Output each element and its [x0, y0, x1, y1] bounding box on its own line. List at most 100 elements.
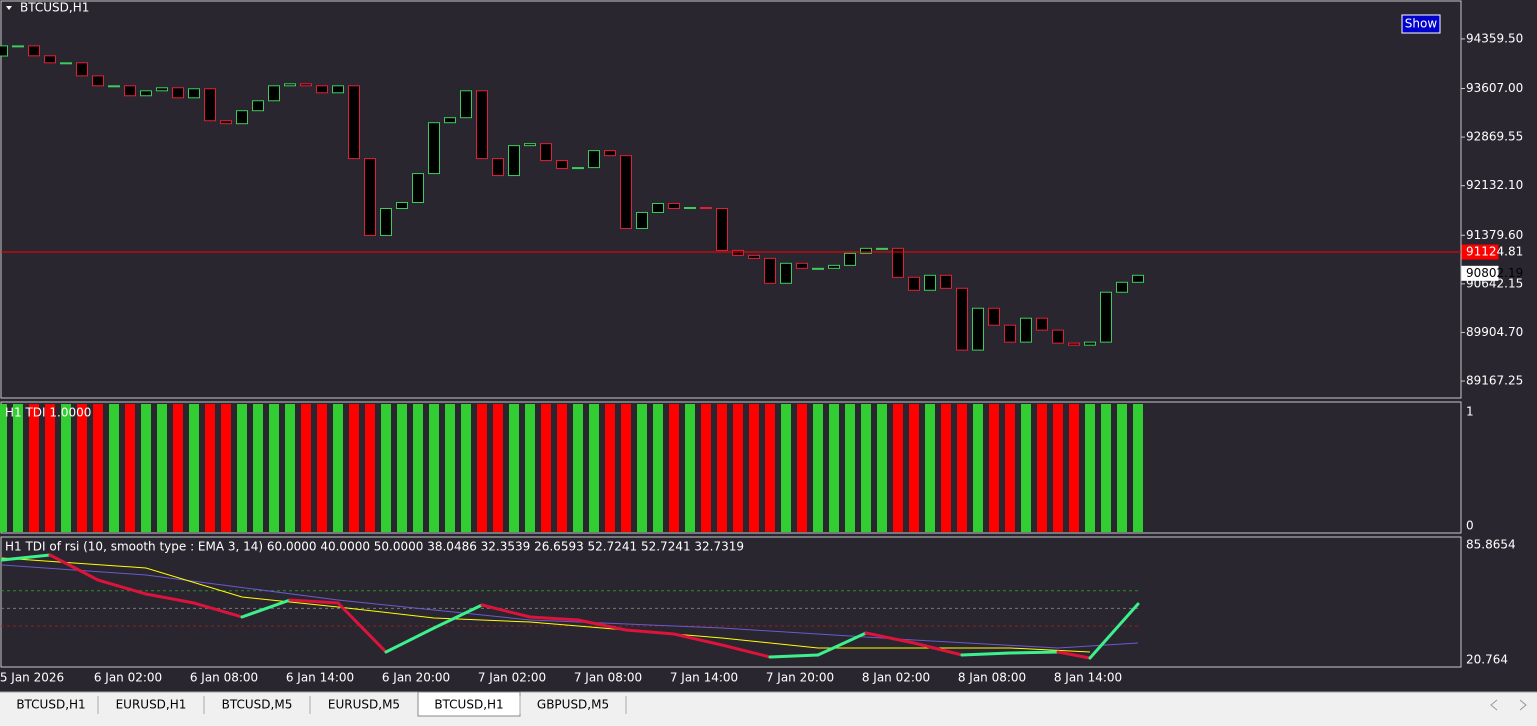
candle-body	[972, 307, 984, 351]
candle-body	[588, 150, 600, 169]
candle-body	[844, 252, 856, 266]
candle-body	[76, 62, 88, 77]
rsi-segment	[816, 631, 868, 657]
rsi-segment	[1008, 650, 1060, 655]
rsi-segment	[1056, 650, 1092, 660]
rsi-segment	[48, 553, 100, 582]
candle-body	[764, 257, 776, 284]
histogram-bar	[45, 404, 55, 532]
histogram-bar	[589, 404, 599, 532]
candle-body	[748, 254, 760, 259]
candle-body	[332, 85, 344, 94]
histogram-bar	[237, 404, 247, 532]
candle-body	[732, 249, 744, 256]
candle-body	[1100, 291, 1112, 343]
histogram-bar	[925, 404, 935, 532]
x-tick-label: 8 Jan 14:00	[1054, 671, 1122, 685]
tab[interactable]: BTCUSD,H1	[16, 698, 85, 712]
candle-body	[860, 247, 872, 254]
x-tick-label: 6 Jan 14:00	[286, 671, 354, 685]
tab[interactable]: EURUSD,M5	[328, 698, 400, 712]
histogram-bar	[381, 404, 391, 532]
x-tick-label: 6 Jan 20:00	[382, 671, 450, 685]
candle-body	[988, 307, 1000, 326]
candle-body	[940, 274, 952, 289]
candle-body	[1004, 324, 1016, 343]
candle-body	[812, 267, 824, 270]
y-tick-label: 92132.10	[1466, 178, 1523, 192]
histogram-bar	[109, 404, 119, 532]
histogram-bar	[493, 404, 503, 532]
histogram-bar	[541, 404, 551, 532]
tab[interactable]: BTCUSD,M5	[222, 698, 293, 712]
histogram-bar	[221, 404, 231, 532]
candle-body	[380, 207, 392, 236]
y-tick-label: 85.8654	[1466, 538, 1516, 552]
histogram-bar	[1069, 404, 1079, 532]
rsi-segment	[528, 615, 580, 622]
histogram-bar	[653, 404, 663, 532]
y-tick-label: 89904.70	[1466, 325, 1523, 339]
candle-body	[284, 83, 296, 87]
histogram-bar	[717, 404, 727, 532]
panel-title: H1 TDI 1.0000	[5, 406, 91, 420]
histogram-bar	[573, 404, 583, 532]
candle-body	[876, 247, 888, 250]
price-badge	[1461, 244, 1499, 260]
candle-body	[300, 83, 312, 87]
candle-body	[220, 120, 232, 125]
histogram-bar	[813, 404, 823, 532]
histogram-bar	[685, 404, 695, 532]
candle-body	[364, 158, 376, 236]
histogram-bar	[1037, 404, 1047, 532]
tab[interactable]: GBPUSD,M5	[537, 698, 609, 712]
histogram-bar	[525, 404, 535, 532]
candle-body	[1132, 274, 1144, 283]
candle-body	[780, 262, 792, 284]
candle-body	[684, 207, 696, 210]
histogram-bar	[1101, 404, 1111, 532]
candle-body	[236, 110, 248, 125]
candle-body	[444, 117, 456, 124]
histogram-bar	[253, 404, 263, 532]
histogram-bar	[349, 404, 359, 532]
histogram-bar	[1133, 404, 1143, 532]
histogram-bar	[1005, 404, 1015, 532]
tab[interactable]: BTCUSD,H1	[434, 698, 503, 712]
scroll-left[interactable]	[1490, 699, 1498, 711]
collapse-arrow[interactable]	[6, 6, 12, 10]
histogram-bar	[733, 404, 743, 532]
tab-active[interactable]	[417, 691, 521, 717]
candle-body	[620, 155, 632, 229]
show-button[interactable]	[1401, 14, 1441, 34]
histogram-bar	[989, 404, 999, 532]
histogram-bar	[1053, 404, 1063, 532]
candle-body	[892, 247, 904, 278]
histogram-bar	[333, 404, 343, 532]
histogram-bar	[845, 404, 855, 532]
y-tick-label: 93607.00	[1466, 81, 1523, 95]
y-tick-label: 89167.25	[1466, 374, 1523, 388]
x-tick-label: 5 Jan 2026	[0, 671, 64, 685]
histogram-bar	[189, 404, 199, 532]
histogram-bar	[285, 404, 295, 532]
histogram-bar	[1021, 404, 1031, 532]
rsi-segment	[96, 578, 148, 596]
candle-body	[172, 87, 184, 99]
y-tick-label: 0	[1466, 519, 1474, 533]
histogram-bar	[557, 404, 567, 532]
histogram-bar	[205, 404, 215, 532]
candle-body	[924, 274, 936, 291]
histogram-bar	[1117, 404, 1127, 532]
scroll-right[interactable]	[1519, 699, 1527, 711]
histogram-bar	[445, 404, 455, 532]
candle-body	[604, 150, 616, 157]
show-button-label[interactable]: Show	[1405, 17, 1438, 31]
histogram-bar	[701, 404, 711, 532]
histogram-bar	[461, 404, 471, 532]
histogram-bar	[13, 404, 23, 532]
candle-body	[1116, 281, 1128, 293]
histogram-bar	[157, 404, 167, 532]
rsi-segment	[336, 601, 388, 654]
tab[interactable]: EURUSD,H1	[116, 698, 187, 712]
